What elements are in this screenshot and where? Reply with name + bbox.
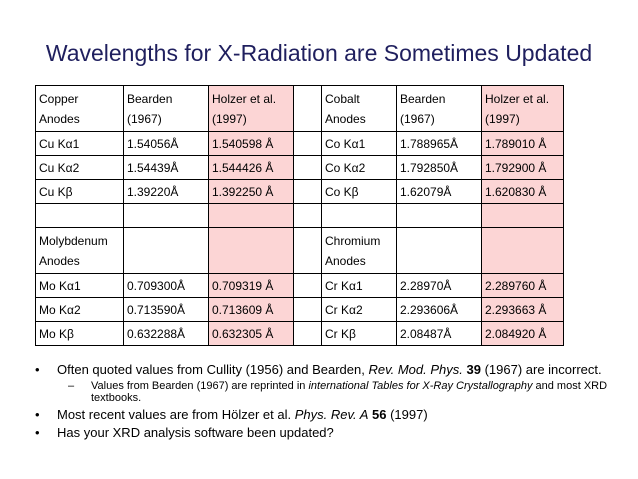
table-header-row: Copper Anodes Bearden (1967) Holzer et al.…: [36, 86, 564, 132]
holzer-value: 1.544426 Å: [209, 156, 294, 180]
spacer-cell: [294, 274, 322, 298]
bearden-value: 1.788965Å: [397, 132, 482, 156]
line-label: Cr Kβ: [322, 322, 397, 346]
bullet-list: • Often quoted values from Cullity (1956…: [35, 362, 625, 443]
header-copper-anodes: Copper Anodes: [36, 86, 124, 132]
holzer-value: 1.789010 Å: [482, 132, 564, 156]
line-label: Co Kβ: [322, 180, 397, 204]
holzer-value: 2.084920 Å: [482, 322, 564, 346]
table-row: Mo Kβ 0.632288Å 0.632305 Å Cr Kβ 2.08487…: [36, 322, 564, 346]
spacer-cell: [294, 156, 322, 180]
holzer-value: 1.792900 Å: [482, 156, 564, 180]
bullet-item-cullity: • Often quoted values from Cullity (1956…: [35, 362, 625, 377]
line-label: Cu Kβ: [36, 180, 124, 204]
header-chromium-anodes: Chromium Anodes: [322, 228, 397, 274]
spacer-cell: [294, 298, 322, 322]
holzer-value: 2.289760 Å: [482, 274, 564, 298]
header-holzer-2: Holzer et al. (1997): [482, 86, 564, 132]
line-label: Co Kα1: [322, 132, 397, 156]
bearden-value: 1.792850Å: [397, 156, 482, 180]
line-label: Mo Kβ: [36, 322, 124, 346]
line-label: Mo Kα2: [36, 298, 124, 322]
header-bearden-2: Bearden (1967): [397, 86, 482, 132]
sub-bullet-marker: –: [68, 380, 74, 392]
bearden-value: 1.54056Å: [124, 132, 209, 156]
holzer-value: 1.620830 Å: [482, 180, 564, 204]
line-label: Mo Kα1: [36, 274, 124, 298]
bearden-value: 0.709300Å: [124, 274, 209, 298]
spacer-cell: [294, 132, 322, 156]
header-molybdenum-anodes: Molybdenum Anodes: [36, 228, 124, 274]
spacer-cell: [294, 322, 322, 346]
sub-bullet-item-tables: – Values from Bearden (1967) are reprint…: [35, 380, 625, 404]
bullet-item-software: • Has your XRD analysis software been up…: [35, 425, 625, 440]
table-row: Mo Kα1 0.709300Å 0.709319 Å Cr Kα1 2.289…: [36, 274, 564, 298]
bullet-marker: •: [35, 407, 40, 422]
header-bearden: Bearden (1967): [124, 86, 209, 132]
blank-row: [36, 204, 564, 228]
holzer-value: 0.713609 Å: [209, 298, 294, 322]
holzer-value: 1.392250 Å: [209, 180, 294, 204]
bearden-value: 2.293606Å: [397, 298, 482, 322]
bullet-item-holzer: • Most recent values are from Hölzer et …: [35, 407, 625, 422]
table-row: Cu Kα1 1.54056Å 1.540598 Å Co Kα1 1.7889…: [36, 132, 564, 156]
bearden-value: 2.28970Å: [397, 274, 482, 298]
line-label: Cu Kα2: [36, 156, 124, 180]
bearden-value: 0.713590Å: [124, 298, 209, 322]
bearden-value: 1.54439Å: [124, 156, 209, 180]
line-label: Co Kα2: [322, 156, 397, 180]
bearden-value: 1.39220Å: [124, 180, 209, 204]
table-row: Cu Kβ 1.39220Å 1.392250 Å Co Kβ 1.62079Å…: [36, 180, 564, 204]
wavelength-table: Copper Anodes Bearden (1967) Holzer et al.…: [35, 85, 564, 346]
line-label: Cr Kα1: [322, 274, 397, 298]
bearden-value: 1.62079Å: [397, 180, 482, 204]
slide-title: Wavelengths for X-Radiation are Sometime…: [0, 40, 638, 67]
spacer-cell: [294, 86, 322, 132]
holzer-value: 0.709319 Å: [209, 274, 294, 298]
table-header-row-2: Molybdenum Anodes Chromium Anodes: [36, 228, 564, 274]
table-row: Mo Kα2 0.713590Å 0.713609 Å Cr Kα2 2.293…: [36, 298, 564, 322]
holzer-value: 2.293663 Å: [482, 298, 564, 322]
header-cobalt-anodes: Cobalt Anodes: [322, 86, 397, 132]
bearden-value: 2.08487Å: [397, 322, 482, 346]
line-label: Cr Kα2: [322, 298, 397, 322]
bullet-marker: •: [35, 362, 40, 377]
header-holzer: Holzer et al. (1997): [209, 86, 294, 132]
holzer-value: 1.540598 Å: [209, 132, 294, 156]
bearden-value: 0.632288Å: [124, 322, 209, 346]
table-row: Cu Kα2 1.54439Å 1.544426 Å Co Kα2 1.7928…: [36, 156, 564, 180]
holzer-value: 0.632305 Å: [209, 322, 294, 346]
spacer-cell: [294, 180, 322, 204]
line-label: Cu Kα1: [36, 132, 124, 156]
bullet-marker: •: [35, 425, 40, 440]
